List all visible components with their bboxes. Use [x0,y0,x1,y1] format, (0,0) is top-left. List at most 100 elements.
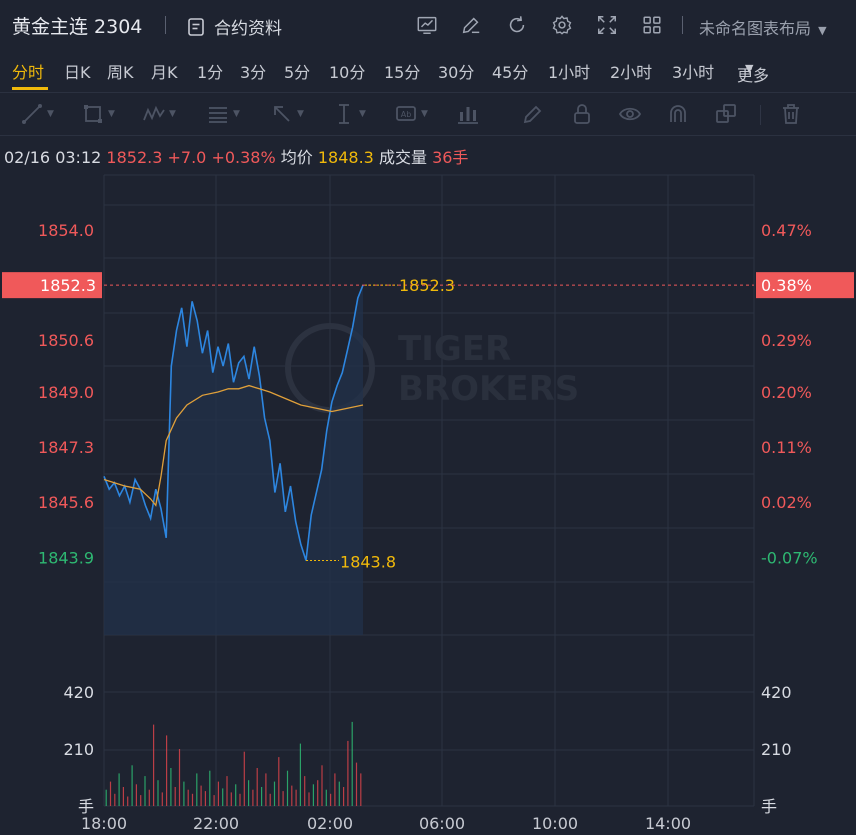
active-tab-indicator [12,87,48,90]
svg-text:Ab: Ab [401,110,412,119]
current-price-label: 1852.3 [40,276,96,295]
quote-price: 1852.3 [106,148,163,167]
tab-day[interactable]: 日K [64,63,91,82]
price-tick-label: 1850.6 [38,331,94,350]
tab-week[interactable]: 周K [107,63,134,82]
pct-tick-label: 0.11% [761,438,812,457]
layout-label: 未命名图表布局 [699,19,812,38]
price-tick-label: 1843.9 [38,548,94,567]
visibility-icon[interactable] [618,102,642,126]
tab-month[interactable]: 月K [151,63,178,82]
chevron-down-icon: ▼ [745,62,754,75]
chart-icon[interactable] [414,12,440,38]
tab-3hour[interactable]: 3小时 [672,63,715,82]
quote-datetime: 02/16 03:12 [4,148,102,167]
drawing-toolbar: ▼ ▼ ▼ ▼ ▼ ▼ Ab ▼ [0,92,856,136]
trash-icon[interactable] [779,102,803,126]
avg-price-value: 1848.3 [317,148,374,167]
indicator-tool-icon[interactable] [456,102,480,126]
current-pct-badge [756,272,854,299]
volume-unit-label: 手 [761,797,777,816]
instrument-title[interactable]: 黄金主连 2304 [12,16,143,38]
price-tick-label: 1849.0 [38,383,94,402]
tab-30min[interactable]: 30分 [438,63,475,82]
settings-icon[interactable] [549,12,575,38]
pattern-tool-icon[interactable]: ▼ [142,102,176,126]
time-tick-label: 18:00 [81,814,127,833]
document-icon [188,17,204,36]
current-price-badge [2,272,102,299]
tab-3min[interactable]: 3分 [240,63,267,82]
tab-1min[interactable]: 1分 [197,63,224,82]
copy-icon[interactable] [714,102,738,126]
price-tick-label: 1847.3 [38,438,94,457]
volume-label: 成交量 [378,148,427,167]
divider [760,105,761,125]
low-annotation: 1843.8 [340,552,396,571]
refresh-icon[interactable] [504,12,530,38]
price-tick-label: 1845.6 [38,493,94,512]
pct-tick-label: 0.47% [761,221,812,240]
time-tick-label: 10:00 [532,814,578,833]
fibonacci-tool-icon[interactable]: ▼ [209,107,240,123]
price-area-fill [104,285,363,635]
grid-layout-icon[interactable] [639,12,665,38]
high-annotation: 1852.3 [399,276,455,295]
price-area [104,285,363,635]
pct-tick-label: 0.29% [761,331,812,350]
quote-change: +7.0 [167,148,207,167]
layout-selector[interactable]: 未命名图表布局 ▼ [699,15,827,39]
measure-tool-icon[interactable]: ▼ [339,104,366,124]
tab-10min[interactable]: 10分 [329,63,366,82]
price-tick-label: 1854.0 [38,221,94,240]
divider [682,16,683,34]
avg-price-line [103,384,364,507]
pct-tick-label: 0.02% [761,493,812,512]
quote-info-line: 02/16 03:12 1852.3 +7.0 +0.38% 均价 1848.3… [4,144,468,168]
time-tick-label: 06:00 [419,814,465,833]
volume-unit-label: 手 [78,797,94,816]
tab-5min[interactable]: 5分 [284,63,311,82]
time-tick-label: 22:00 [193,814,239,833]
divider [165,16,166,34]
avg-price-label: 均价 [280,148,313,167]
volume-tick-label: 420 [63,683,94,702]
tab-45min[interactable]: 45分 [492,63,529,82]
pct-tick-label: 0.20% [761,383,812,402]
tab-15min[interactable]: 15分 [384,63,421,82]
time-tick-label: 02:00 [307,814,353,833]
watermark-text: BROKERS [398,369,579,409]
volume-tick-label: 420 [761,683,792,702]
pct-tick-label: -0.07% [761,548,818,567]
top-bar: 黄金主连 2304 合约资料 未命名图表布局 ▼ [0,0,856,50]
edit-icon[interactable] [458,12,484,38]
current-pct-label: 0.38% [761,276,812,295]
axis-labels: 1852.3 1843.8 1854.0 1850.6 1849.0 1847.3 1845… [2,221,854,833]
contract-info-button[interactable]: 合约资料 [186,14,282,39]
chevron-down-icon: ▼ [818,24,827,37]
magnet-icon[interactable] [666,102,690,126]
text-tool-icon[interactable]: Ab ▼ [394,102,428,126]
tab-more-label: 更多 [737,66,770,85]
tab-timeshare[interactable]: 分时 [12,63,45,82]
price-line [103,284,364,561]
watermark: TIGER BROKERS [285,323,579,413]
fullscreen-icon[interactable] [594,12,620,38]
watermark-text: TIGER [398,329,511,369]
time-tick-label: 14:00 [645,814,691,833]
volume-value: 36手 [432,148,469,167]
volume-tick-label: 210 [761,740,792,759]
lock-icon[interactable] [570,102,594,126]
contract-info-label: 合约资料 [214,19,282,39]
pen-tool-icon[interactable] [521,102,545,126]
tab-1hour[interactable]: 1小时 [548,63,591,82]
rectangle-tool-icon[interactable]: ▼ [81,102,115,126]
tab-2hour[interactable]: 2小时 [610,63,653,82]
line-tool-icon[interactable]: ▼ [20,102,54,126]
volume-bars [105,721,362,806]
price-lines [103,284,754,561]
volume-tick-label: 210 [63,740,94,759]
arrow-tool-icon[interactable]: ▼ [270,102,304,126]
quote-change-pct: +0.38% [211,148,276,167]
